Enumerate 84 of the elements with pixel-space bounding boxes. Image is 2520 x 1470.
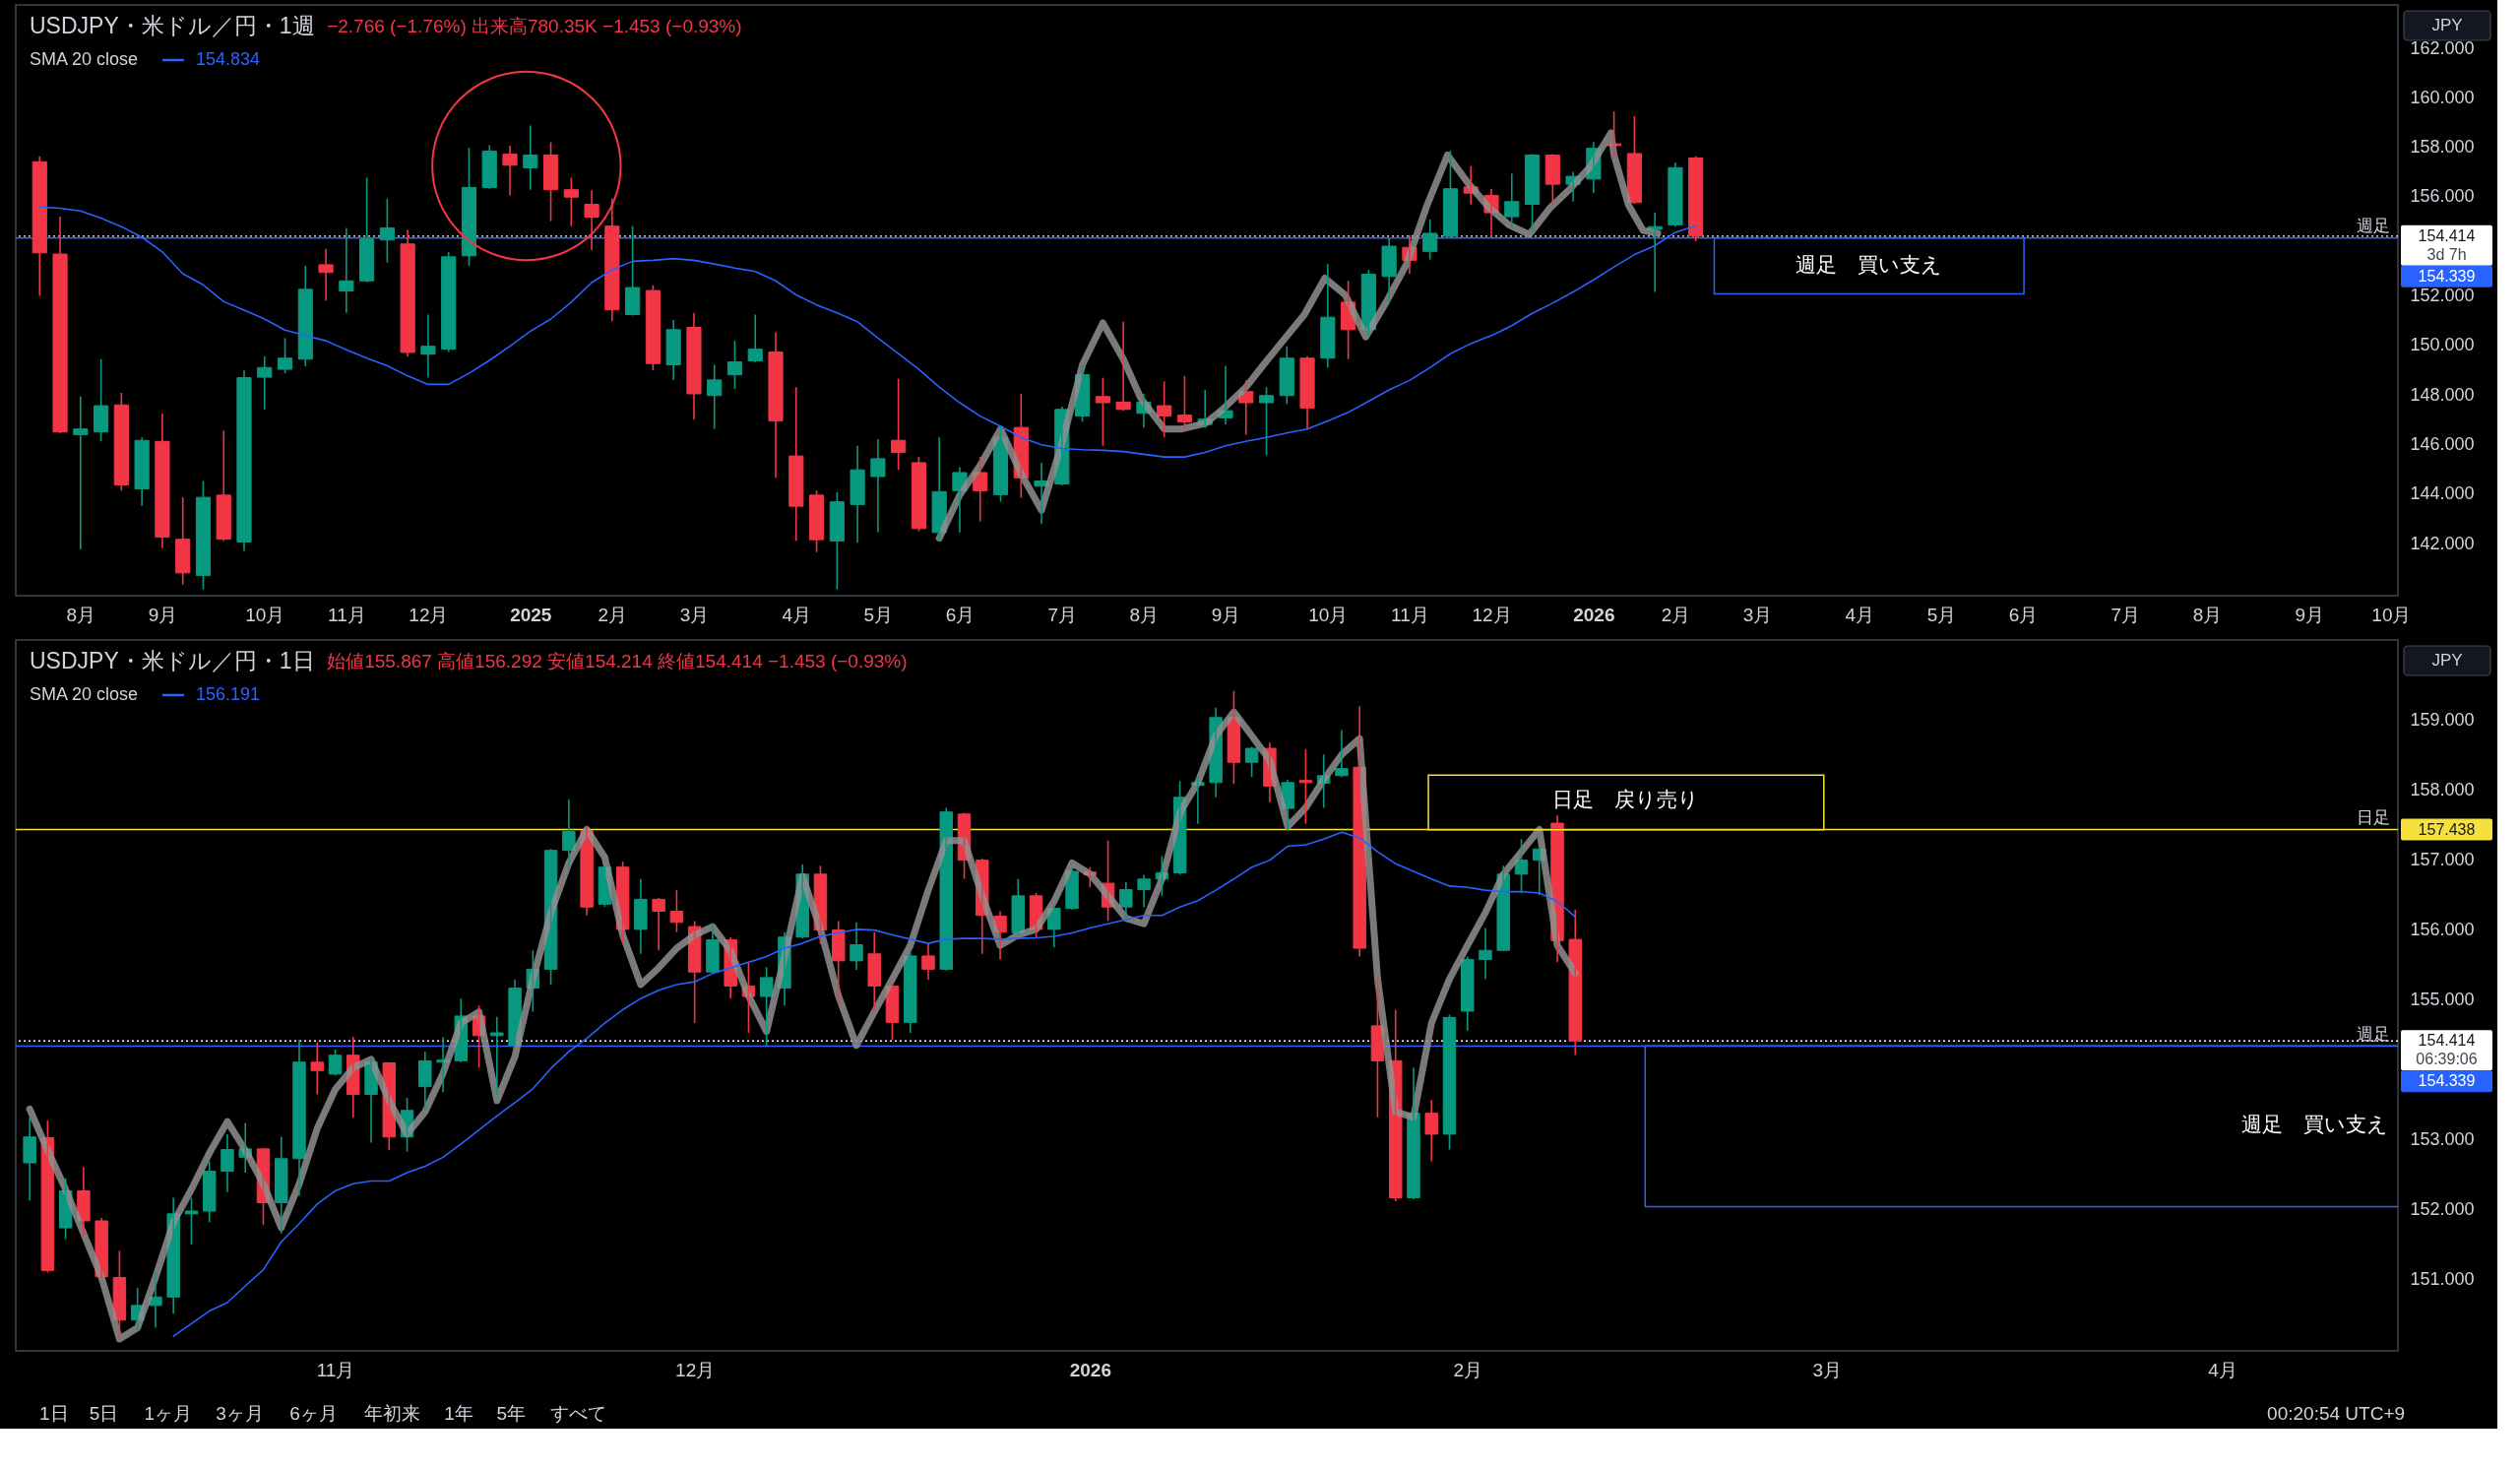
- y-tick-label: 158.000: [2410, 780, 2475, 800]
- x-tick-label: 10月: [1308, 604, 1349, 625]
- ref-line-label: 日足: [2357, 807, 2390, 827]
- x-tick-label: 2月: [598, 604, 628, 625]
- annotation: 週足 買い支え: [1796, 252, 1943, 276]
- y-tick-label: 153.000: [2410, 1129, 2475, 1150]
- y-tick-label: 144.000: [2410, 483, 2475, 504]
- text: すべて: [549, 1403, 606, 1424]
- text: 3ヶ月: [216, 1403, 264, 1424]
- legend-label: SMA 20 close: [30, 684, 139, 704]
- text: 1年: [444, 1403, 473, 1424]
- x-tick-label: 4月: [782, 604, 812, 625]
- x-tick-label: 9月: [1211, 604, 1241, 625]
- x-tick-label: 12月: [1472, 604, 1512, 625]
- x-tick-label: 7月: [1047, 604, 1078, 625]
- y-tick-label: 159.000: [2410, 710, 2475, 731]
- y-axis-title: JPY: [2431, 651, 2463, 670]
- y-tick-label: 142.000: [2410, 533, 2475, 553]
- annotation: 日足 戻り売り: [1552, 788, 1700, 811]
- text: 157.438: [2418, 820, 2476, 838]
- x-tick-label: 7月: [2110, 604, 2141, 625]
- text: 3d 7h: [2426, 245, 2467, 263]
- x-tick-label: 2月: [1453, 1359, 1483, 1380]
- x-tick-label: 6月: [945, 604, 976, 625]
- y-tick-label: 158.000: [2410, 137, 2475, 158]
- text: −2.766 (−1.76%) 出来高780.35K −1.453 (−0.93%): [327, 16, 742, 36]
- text: 1日: [38, 1403, 69, 1424]
- text: 6ヶ月: [289, 1403, 338, 1424]
- y-tick-label: 152.000: [2410, 286, 2475, 306]
- text: 5年: [496, 1403, 527, 1424]
- x-tick-label: 8月: [66, 604, 96, 625]
- text: 154.339: [2418, 1072, 2476, 1090]
- x-tick-label: 2026: [1069, 1359, 1111, 1380]
- y-tick-label: 157.000: [2410, 850, 2475, 870]
- x-tick-label: 2025: [510, 604, 552, 625]
- x-tick-label: 12月: [675, 1359, 716, 1380]
- x-tick-label: 6月: [2008, 604, 2039, 625]
- x-tick-label: 11月: [327, 604, 366, 625]
- x-tick-label: 2026: [1573, 604, 1615, 625]
- text: 154.339: [2418, 267, 2476, 285]
- text: 5日: [89, 1403, 119, 1424]
- text: 年初来: [363, 1403, 420, 1424]
- y-tick-label: 152.000: [2410, 1199, 2475, 1220]
- x-tick-label: 4月: [1845, 604, 1875, 625]
- y-tick-label: 160.000: [2410, 87, 2475, 107]
- text: 06:39:06: [2416, 1051, 2478, 1068]
- annotation: 週足 買い支え: [2240, 1113, 2388, 1136]
- y-tick-label: 162.000: [2410, 37, 2475, 58]
- x-tick-label: 9月: [2295, 604, 2325, 625]
- x-tick-label: 5月: [863, 604, 894, 625]
- x-tick-label: 8月: [1129, 604, 1160, 625]
- x-tick-label: 11月: [1391, 604, 1429, 625]
- y-axis-title: JPY: [2431, 16, 2463, 34]
- y-tick-label: 146.000: [2410, 434, 2475, 455]
- x-tick-label: 3月: [1812, 1359, 1843, 1380]
- x-tick-label: 10月: [245, 604, 285, 625]
- text: 154.414: [2418, 226, 2476, 244]
- y-tick-label: 148.000: [2410, 384, 2475, 405]
- ref-line-label: 週足: [2357, 216, 2390, 235]
- x-tick-label: 5月: [1926, 604, 1957, 625]
- y-tick-label: 150.000: [2410, 335, 2475, 355]
- chart-title: USDJPY・米ドル／円・1日: [30, 648, 315, 673]
- x-tick-label: 3月: [1742, 604, 1773, 625]
- text: 154.414: [2418, 1032, 2476, 1050]
- x-tick-label: 3月: [679, 604, 710, 625]
- text: 始値155.867 高値156.292 安値154.214 終値154.414 −1.453 (−0.93%): [327, 651, 908, 671]
- x-tick-label: 10月: [2371, 604, 2412, 625]
- x-tick-label: 8月: [2192, 604, 2223, 625]
- y-tick-label: 156.000: [2410, 186, 2475, 207]
- x-tick-label: 2月: [1661, 604, 1691, 625]
- y-tick-label: 151.000: [2410, 1269, 2475, 1290]
- annotation: 156.191: [195, 684, 261, 704]
- chart-title: USDJPY・米ドル／円・1週: [30, 13, 315, 38]
- x-tick-label: 4月: [2208, 1359, 2237, 1380]
- ref-line-label: 週足: [2357, 1024, 2390, 1044]
- legend-label: SMA 20 close: [30, 49, 139, 69]
- x-tick-label: 12月: [409, 604, 449, 625]
- annotation: 154.834: [195, 49, 261, 69]
- y-tick-label: 156.000: [2410, 920, 2475, 940]
- text: 1ヶ月: [144, 1403, 193, 1424]
- text: 00:20:54 UTC+9: [2267, 1403, 2406, 1424]
- y-tick-label: 155.000: [2410, 990, 2475, 1010]
- x-tick-label: 9月: [148, 604, 178, 625]
- x-tick-label: 11月: [316, 1359, 355, 1380]
